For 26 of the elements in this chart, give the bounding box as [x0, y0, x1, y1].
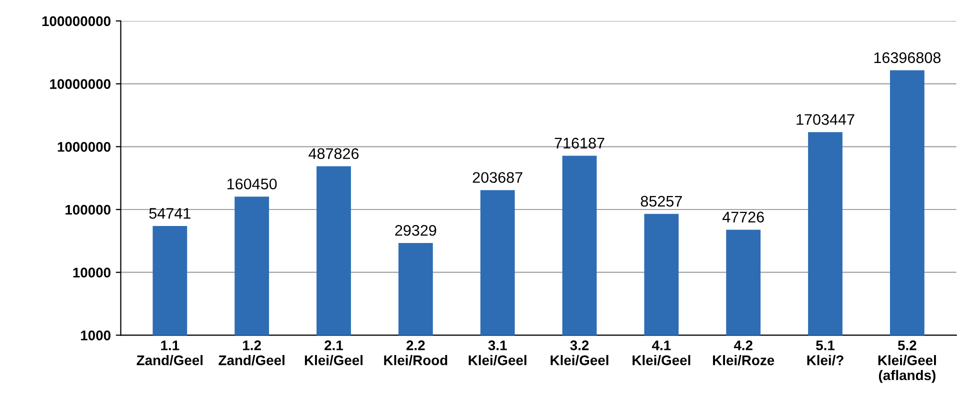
- y-tick-label: 100000: [66, 204, 110, 215]
- y-tick-label: 1000000: [58, 142, 110, 152]
- x-tick-label: 2.1 Klei/Geel: [304, 340, 362, 366]
- x-tick-label: 3.2 Klei/Geel: [550, 340, 608, 366]
- data-label: 47726: [722, 212, 764, 223]
- x-tick-label: 1.1 Zand/Geel: [136, 340, 202, 366]
- data-label: 54741: [149, 208, 190, 219]
- y-tick-label: 10000: [73, 268, 110, 278]
- x-tick-label: 5.2 Klei/Geel (aflands): [878, 340, 936, 383]
- y-tick-label: 10000000: [50, 79, 110, 89]
- data-label: 29329: [395, 224, 436, 236]
- data-label: 203687: [472, 172, 522, 183]
- x-tick-label: 4.1 Klei/Geel: [632, 340, 690, 366]
- data-label: 1703447: [796, 114, 854, 125]
- data-label: 85257: [640, 196, 682, 207]
- data-label: 160450: [228, 178, 277, 190]
- y-tick-label: 100000000: [42, 16, 110, 26]
- data-label: 487826: [308, 148, 359, 160]
- data-label: 16396808: [874, 52, 941, 64]
- y-tick-label: 1000: [81, 330, 110, 340]
- x-tick-label: 5.1 Klei/?: [807, 340, 844, 366]
- data-label: 716187: [554, 138, 604, 149]
- x-tick-label: 1.2 Zand/Geel: [218, 340, 284, 366]
- x-tick-label: 2.2 Klei/Rood: [384, 340, 448, 366]
- x-tick-label: 4.2 Klei/Roze: [713, 340, 774, 366]
- x-tick-label: 3.1 Klei/Geel: [468, 340, 526, 366]
